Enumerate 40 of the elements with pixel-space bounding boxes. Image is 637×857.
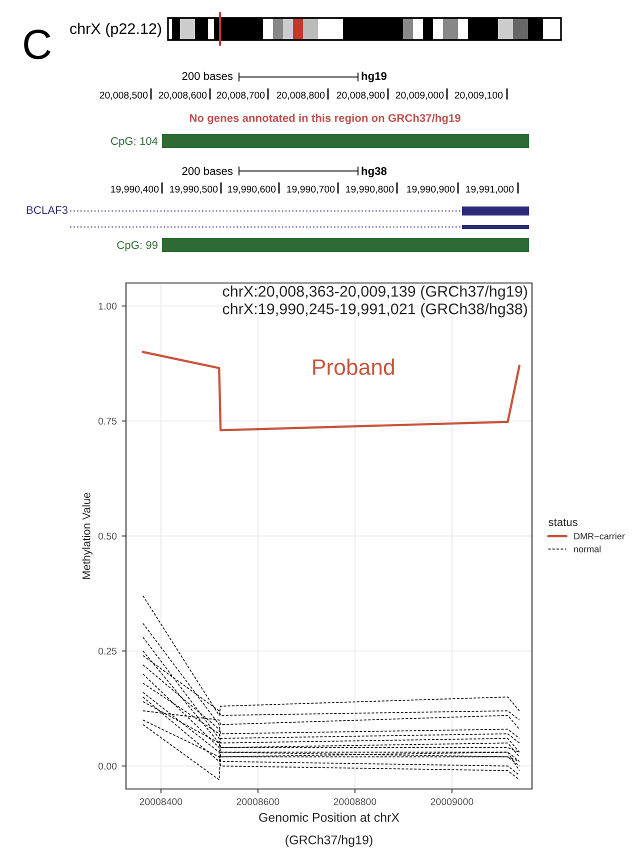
- text: 19,990,900: [407, 186, 455, 194]
- y-tick-label: 0.00: [98, 762, 117, 770]
- text: 20,008,600: [158, 92, 207, 100]
- y-tick-label: 0.50: [98, 532, 117, 540]
- x-tick-label: 20008400: [140, 798, 182, 806]
- text: 19,991,000: [466, 186, 514, 194]
- text: No genes annotated in this region on GRCh37/hg19: [190, 114, 460, 124]
- legend-label: normal: [574, 546, 601, 552]
- text: hg38: [362, 166, 387, 178]
- legend-label: DMR−carrier: [574, 532, 625, 540]
- y-axis-title: Methylation Value: [82, 492, 92, 579]
- annotation: Proband: [313, 358, 394, 375]
- text: 19,990,600: [228, 186, 276, 194]
- text: 19,990,400: [111, 186, 159, 194]
- text: 19,990,500: [170, 186, 218, 194]
- text: 19,990,800: [346, 186, 394, 194]
- y-tick-label: 0.75: [98, 418, 117, 425]
- legend-title: status: [548, 518, 578, 526]
- text: chrX (p22.12): [70, 22, 162, 38]
- annotation: chrX:20,008,363-20,009,139 (GRCh37/hg19) chrX:19,990,245-19,991,021 (GRCh38/hg38): [222, 286, 528, 318]
- text: BCLAF3: [26, 206, 68, 214]
- text: CpG: 99: [117, 241, 158, 252]
- y-tick-label: 0.25: [98, 648, 117, 655]
- text: 20,008,900: [336, 92, 385, 100]
- text: 19,990,700: [287, 186, 335, 194]
- text: 20,008,700: [216, 92, 265, 100]
- text: CpG: 104: [111, 137, 158, 148]
- y-tick-label: 1.00: [98, 302, 117, 310]
- text: 20,008,500: [100, 92, 148, 100]
- text: 20,009,000: [396, 92, 444, 100]
- x-tick-label: 20008600: [236, 798, 280, 806]
- x-tick-label: 20009000: [430, 798, 474, 806]
- text: 200 bases: [182, 166, 233, 175]
- text: C: [24, 30, 51, 60]
- x-tick-label: 20008800: [334, 798, 376, 806]
- text: 20,009,100: [454, 92, 503, 100]
- text: hg19: [362, 72, 387, 82]
- text: 200 bases: [182, 72, 233, 80]
- text: 20,008,800: [276, 92, 325, 100]
- x-axis-title: Genomic Position at chrX (GRCh37/hg19): [259, 812, 400, 847]
